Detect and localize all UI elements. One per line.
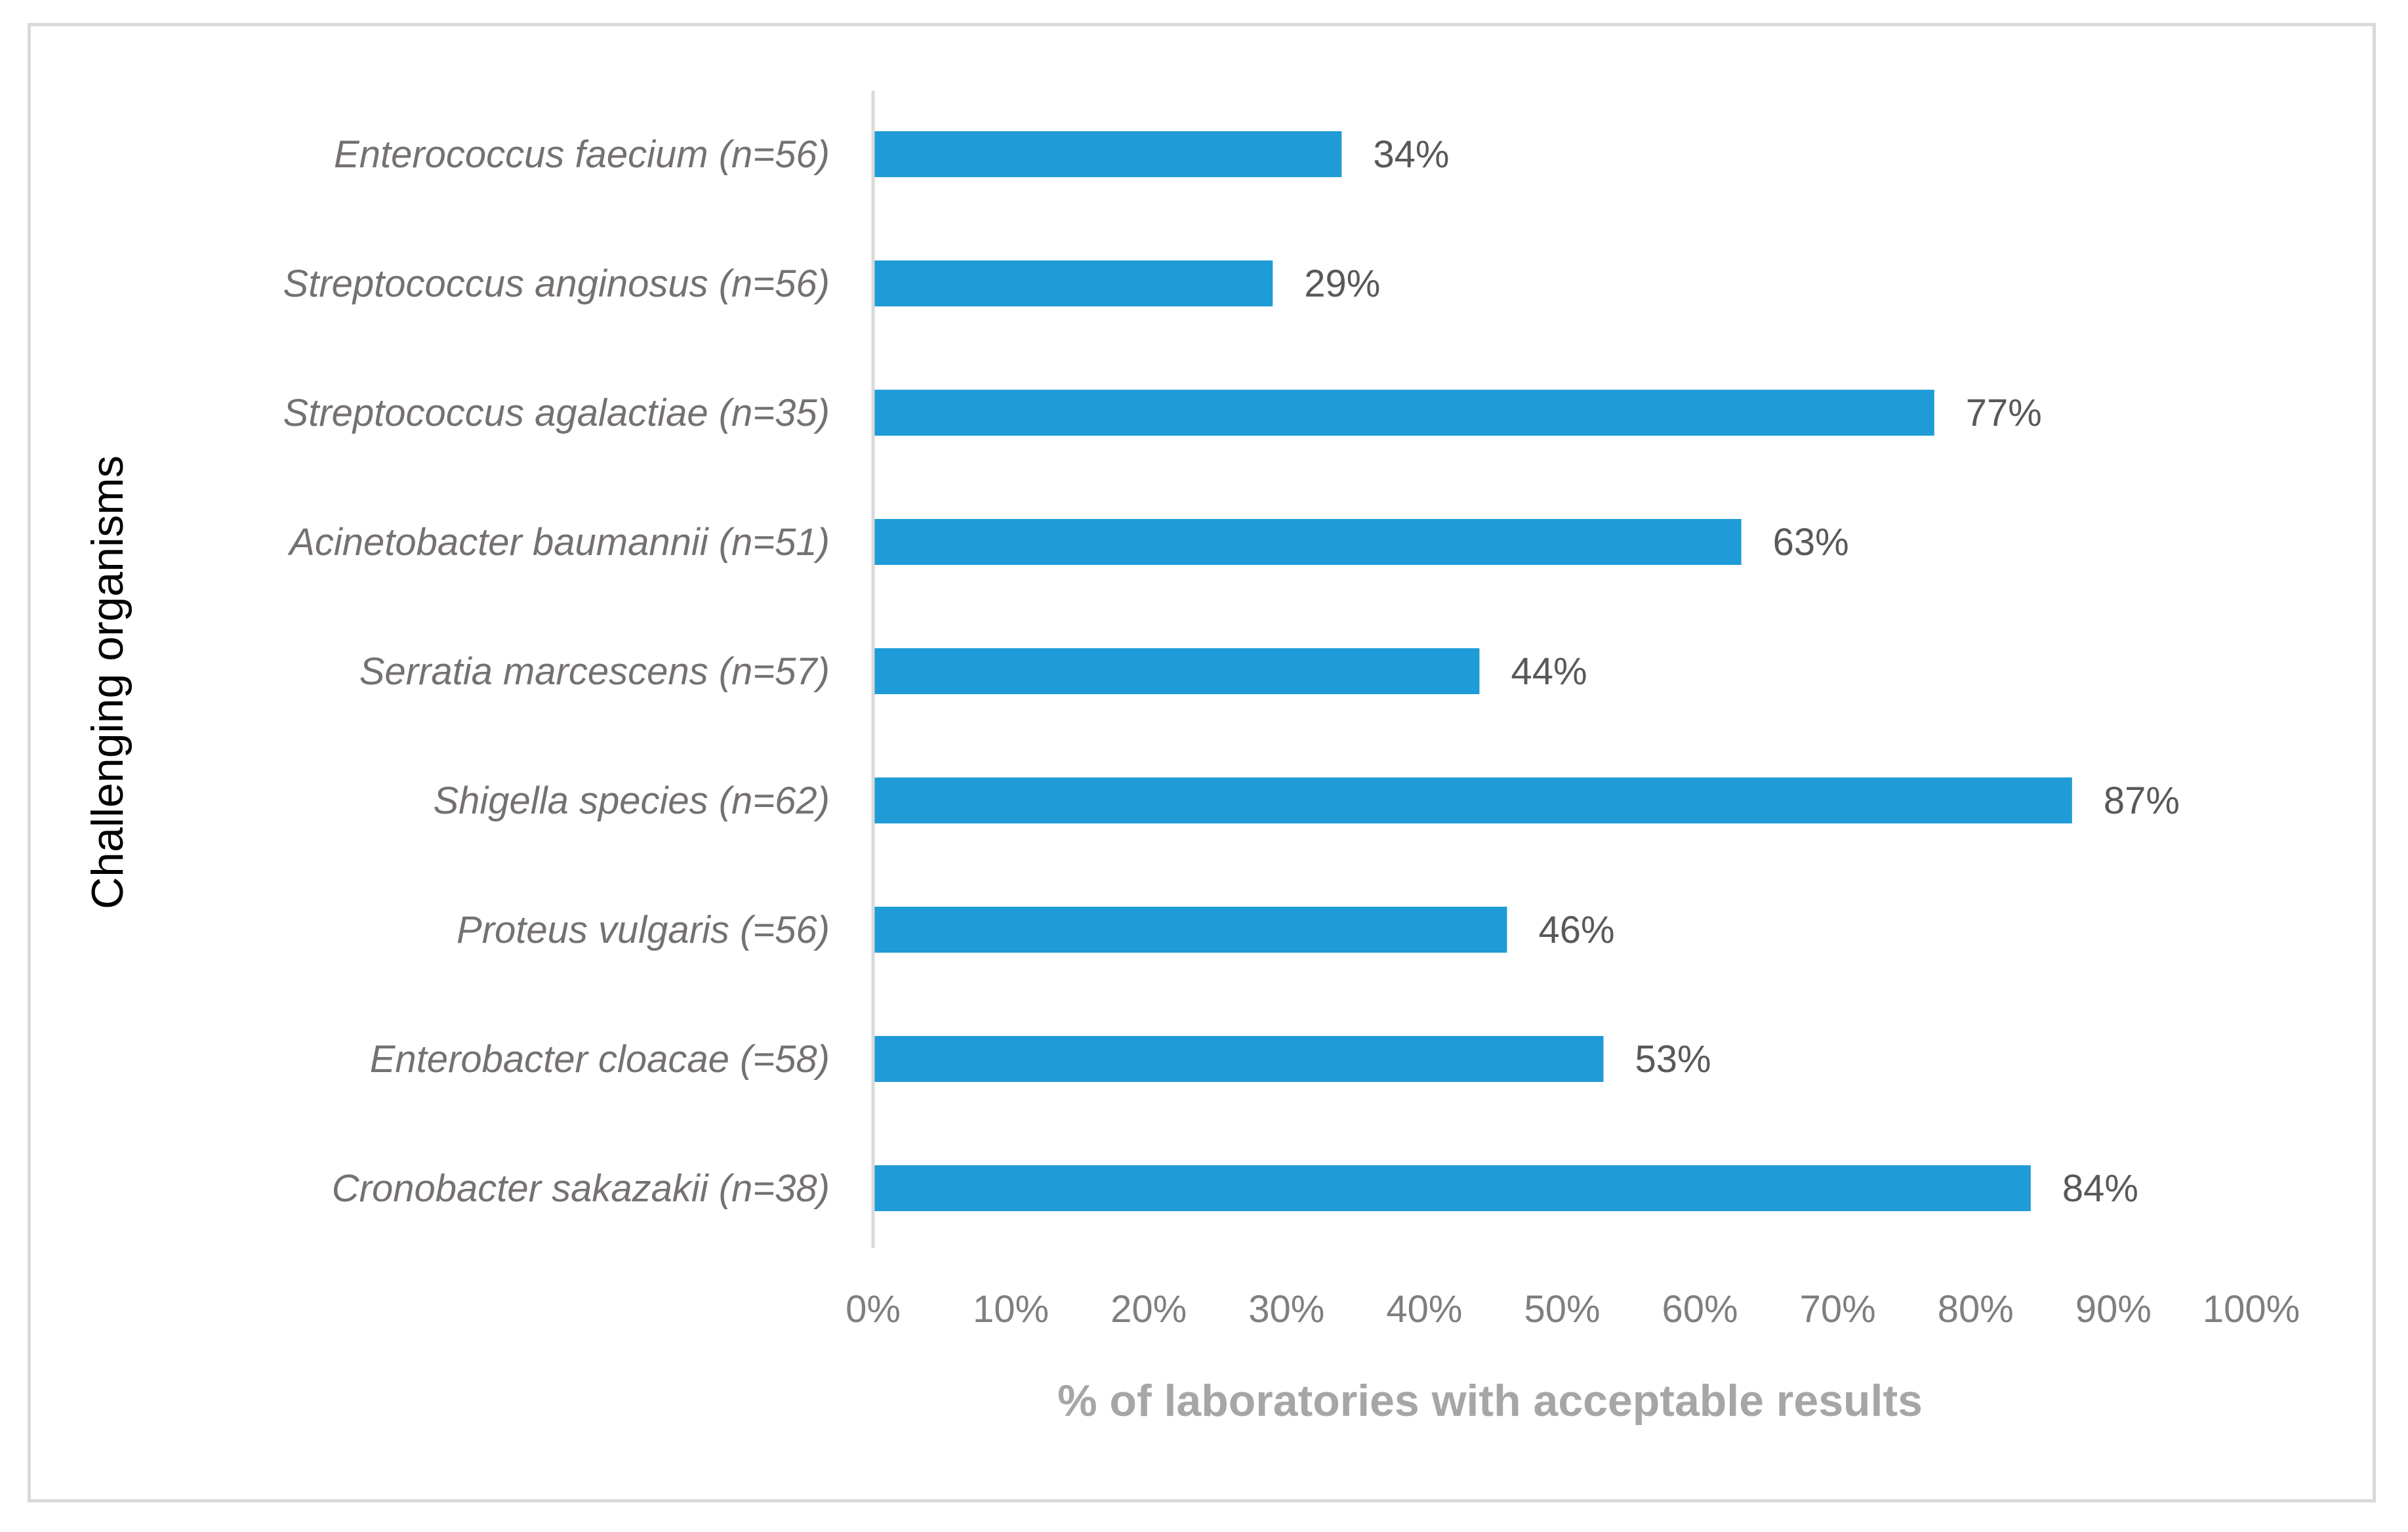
x-tick-label: 0%	[846, 1288, 901, 1331]
bars	[873, 131, 2072, 1211]
data-label: 84%	[2062, 1167, 2138, 1210]
data-label: 63%	[1773, 521, 1849, 564]
category-label: Shigella species (n=62)	[433, 779, 830, 822]
category-label: Enterobacter cloacae (=58)	[370, 1038, 830, 1081]
data-label: 77%	[1966, 392, 2042, 434]
bar-chart: Enterococcus faecium (n=56) Streptococcus…	[83, 91, 2300, 1426]
data-label: 87%	[2104, 779, 2180, 822]
bar	[873, 1165, 2031, 1211]
y-axis-title: Challenging organisms	[83, 455, 133, 909]
category-label: Streptococcus anginosus (n=56)	[283, 262, 830, 305]
category-labels: Enterococcus faecium (n=56) Streptococcus…	[283, 133, 830, 1210]
bar	[873, 519, 1742, 565]
x-tick-label: 20%	[1111, 1288, 1187, 1331]
data-label: 29%	[1304, 262, 1380, 305]
bar	[873, 907, 1507, 953]
chart-frame: Enterococcus faecium (n=56) Streptococcus…	[28, 23, 2376, 1502]
data-label: 44%	[1511, 650, 1587, 693]
bar	[873, 648, 1480, 694]
x-tick-label: 80%	[1938, 1288, 2014, 1331]
x-tick-label: 10%	[973, 1288, 1049, 1331]
x-tick-label: 70%	[1800, 1288, 1876, 1331]
category-label: Streptococcus agalactiae (n=35)	[283, 392, 830, 434]
category-label: Acinetobacter baumannii (n=51)	[287, 521, 830, 564]
bar	[873, 131, 1342, 177]
x-tick-label: 50%	[1524, 1288, 1600, 1331]
bar	[873, 390, 1934, 436]
data-label: 46%	[1538, 909, 1614, 951]
category-label: Cronobacter sakazakii (n=38)	[332, 1167, 830, 1210]
data-label: 53%	[1635, 1038, 1711, 1081]
x-tick-label: 90%	[2075, 1288, 2152, 1331]
bar	[873, 1036, 1604, 1082]
category-label: Serratia marcescens (n=57)	[359, 650, 830, 693]
category-label: Enterococcus faecium (n=56)	[334, 133, 830, 176]
x-tick-labels: 0% 10% 20% 30% 40% 50% 60% 70% 80% 90% 100%	[846, 1288, 2300, 1331]
x-tick-label: 60%	[1662, 1288, 1738, 1331]
data-labels: 34% 29% 77% 63% 44% 87% 46% 53% 84%	[1304, 133, 2180, 1210]
x-tick-label: 40%	[1386, 1288, 1462, 1331]
bar	[873, 777, 2072, 823]
data-label: 34%	[1373, 133, 1449, 176]
bar	[873, 260, 1273, 306]
x-axis-title: % of laboratories with acceptable result…	[1057, 1376, 1923, 1426]
category-label: Proteus vulgaris (=56)	[457, 909, 830, 951]
x-tick-label: 100%	[2203, 1288, 2300, 1331]
x-tick-label: 30%	[1248, 1288, 1324, 1331]
